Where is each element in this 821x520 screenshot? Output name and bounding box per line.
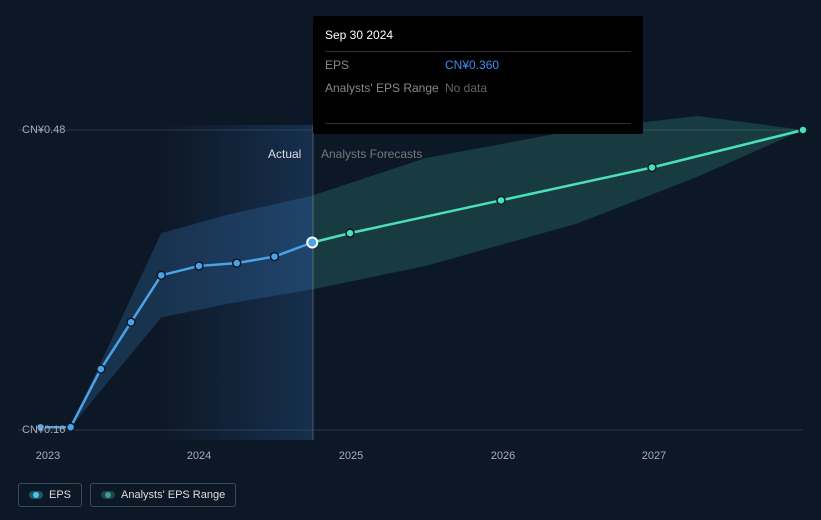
data-point[interactable] [799,126,807,134]
tooltip-value-eps: CN¥0.360 [445,56,499,75]
tooltip-label-range: Analysts' EPS Range [325,79,445,98]
data-point[interactable] [233,259,241,267]
data-point[interactable] [67,423,75,431]
legend-label: EPS [49,489,71,501]
x-axis-tick: 2026 [491,450,515,462]
tooltip-label-eps: EPS [325,56,445,75]
data-point[interactable] [271,253,279,261]
legend-item[interactable]: Analysts' EPS Range [90,483,236,507]
legend: EPS Analysts' EPS Range [18,483,236,507]
y-axis-label-bottom: CN¥0.16 [22,424,65,436]
tooltip-value-range: No data [445,79,487,98]
data-point[interactable] [648,164,656,172]
x-axis-tick: 2027 [642,450,666,462]
data-point[interactable] [97,365,105,373]
tooltip-date: Sep 30 2024 [325,26,631,52]
data-point[interactable] [307,238,317,248]
eps-forecast-chart: CN¥0.48 CN¥0.16 2023 2024 2025 2026 2027 Act… [0,0,821,520]
legend-marker-icon [29,491,43,499]
y-axis-label-top: CN¥0.48 [22,124,65,136]
x-axis-tick: 2024 [187,450,211,462]
legend-marker-icon [101,491,115,499]
data-point[interactable] [497,196,505,204]
region-label-forecast: Analysts Forecasts [321,147,422,161]
x-axis-tick: 2025 [339,450,363,462]
legend-label: Analysts' EPS Range [121,489,225,501]
data-point[interactable] [346,229,354,237]
x-axis-tick: 2023 [36,450,60,462]
legend-item[interactable]: EPS [18,483,82,507]
region-label-actual: Actual [268,147,301,161]
chart-tooltip: Sep 30 2024 EPS CN¥0.360 Analysts' EPS R… [313,16,643,134]
data-point[interactable] [195,262,203,270]
data-point[interactable] [127,318,135,326]
data-point[interactable] [157,271,165,279]
